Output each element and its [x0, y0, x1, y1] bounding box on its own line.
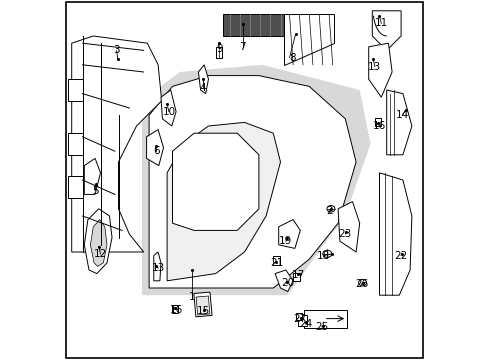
Polygon shape	[90, 220, 107, 266]
Polygon shape	[167, 122, 280, 281]
Polygon shape	[72, 36, 162, 252]
Text: 13: 13	[367, 62, 381, 72]
Text: 8: 8	[289, 53, 296, 63]
Text: 23: 23	[338, 229, 351, 239]
Polygon shape	[149, 76, 355, 288]
Bar	[374, 118, 381, 126]
Bar	[297, 315, 306, 326]
Text: 7: 7	[239, 42, 245, 52]
Polygon shape	[161, 90, 176, 126]
Text: 18: 18	[316, 251, 330, 261]
Text: 20: 20	[281, 278, 294, 288]
Polygon shape	[337, 202, 359, 252]
Text: 10: 10	[162, 107, 175, 117]
Ellipse shape	[326, 206, 334, 212]
Polygon shape	[284, 14, 334, 65]
Text: 13: 13	[151, 263, 164, 273]
Bar	[193, 292, 212, 317]
Polygon shape	[142, 65, 370, 295]
Text: 16: 16	[372, 121, 385, 131]
Bar	[303, 310, 346, 328]
Text: 3: 3	[113, 45, 120, 55]
Bar	[171, 305, 178, 313]
Text: 25: 25	[315, 322, 328, 332]
Text: 16: 16	[169, 305, 183, 315]
Polygon shape	[379, 173, 411, 295]
Polygon shape	[153, 252, 161, 281]
Bar	[295, 313, 301, 320]
Text: 1: 1	[188, 292, 195, 302]
Text: 27: 27	[293, 314, 306, 324]
Polygon shape	[172, 133, 258, 230]
Polygon shape	[198, 65, 208, 94]
Text: 19: 19	[279, 236, 292, 246]
Text: 22: 22	[394, 251, 407, 261]
Bar	[215, 47, 222, 58]
Text: 4: 4	[200, 83, 206, 93]
Text: 5: 5	[92, 186, 98, 196]
Text: 14: 14	[395, 110, 408, 120]
Text: 2: 2	[325, 206, 332, 216]
Bar	[68, 133, 82, 155]
Polygon shape	[223, 14, 287, 36]
Text: 15: 15	[197, 306, 210, 316]
Polygon shape	[371, 11, 400, 50]
Bar	[68, 79, 82, 101]
Polygon shape	[84, 158, 101, 194]
Polygon shape	[84, 209, 112, 274]
Polygon shape	[368, 43, 391, 97]
Polygon shape	[278, 220, 300, 248]
Text: 6: 6	[153, 146, 159, 156]
Text: 12: 12	[94, 249, 107, 259]
Ellipse shape	[358, 279, 366, 286]
Text: 26: 26	[354, 279, 367, 289]
Bar	[68, 176, 82, 198]
Text: 11: 11	[374, 18, 387, 28]
Text: 17: 17	[291, 270, 305, 280]
Polygon shape	[275, 270, 292, 292]
Ellipse shape	[322, 250, 331, 257]
Text: 21: 21	[270, 258, 283, 268]
Polygon shape	[386, 90, 411, 155]
Text: 9: 9	[216, 44, 222, 54]
Bar	[272, 256, 280, 265]
Polygon shape	[146, 130, 163, 166]
Text: 24: 24	[299, 319, 312, 329]
Bar	[293, 273, 299, 281]
Bar	[196, 296, 209, 315]
